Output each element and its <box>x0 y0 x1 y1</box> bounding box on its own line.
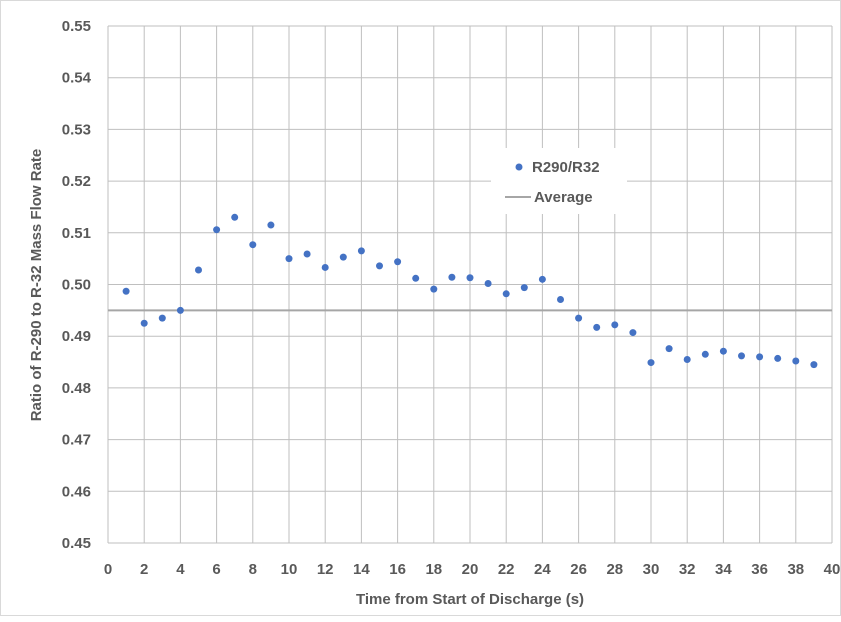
y-tick-label: 0.52 <box>62 173 91 190</box>
data-point <box>575 314 583 322</box>
data-point <box>665 345 673 353</box>
data-point <box>213 226 221 234</box>
y-tick-label: 0.51 <box>62 225 91 242</box>
data-point <box>285 255 293 263</box>
data-point <box>267 221 275 229</box>
data-point <box>756 353 764 361</box>
y-tick-label: 0.54 <box>62 70 92 87</box>
data-point <box>701 350 709 358</box>
y-tick-label: 0.45 <box>62 535 91 552</box>
x-tick-label: 30 <box>643 561 660 578</box>
data-point <box>792 357 800 365</box>
grid <box>107 25 833 544</box>
y-axis-label: Ratio of R-290 to R-32 Mass Flow Rate <box>28 149 45 422</box>
x-tick-label: 8 <box>249 561 257 578</box>
data-point <box>376 262 383 270</box>
legend-marker-r290-r32 <box>515 163 523 171</box>
data-point <box>557 295 564 303</box>
data-point <box>412 274 420 282</box>
x-tick-label: 2 <box>140 561 148 578</box>
x-tick-label: 38 <box>787 561 804 578</box>
data-point <box>538 275 546 283</box>
x-tick-label: 34 <box>715 561 732 578</box>
x-tick-label: 24 <box>534 561 551 578</box>
legend: R290/R32 Average <box>491 148 627 214</box>
x-tick-label: 22 <box>498 561 515 578</box>
x-tick-label: 40 <box>824 561 841 578</box>
data-point <box>611 321 619 329</box>
data-point <box>520 284 528 292</box>
data-point <box>195 266 202 274</box>
data-point <box>502 290 510 298</box>
y-tick-label: 0.53 <box>62 121 91 138</box>
y-tick-label: 0.55 <box>62 18 91 35</box>
legend-label-r290-r32: R290/R32 <box>532 159 600 176</box>
x-tick-label: 32 <box>679 561 696 578</box>
data-point <box>810 361 818 369</box>
x-tick-label: 12 <box>317 561 334 578</box>
y-tick-label: 0.50 <box>62 277 91 294</box>
data-point <box>774 354 782 362</box>
data-point <box>719 347 727 355</box>
data-points <box>122 213 818 369</box>
data-point <box>176 306 184 314</box>
data-point <box>683 355 691 363</box>
x-axis-label: Time from Start of Discharge (s) <box>356 591 584 608</box>
data-point <box>140 319 148 327</box>
x-tick-label: 20 <box>462 561 479 578</box>
data-point <box>231 213 239 221</box>
x-tick-label: 6 <box>212 561 220 578</box>
data-point <box>394 258 402 266</box>
data-point <box>466 274 474 282</box>
x-tick-label: 28 <box>606 561 623 578</box>
x-tick-label: 16 <box>389 561 406 578</box>
y-tick-label: 0.47 <box>62 432 91 449</box>
data-point <box>629 329 637 337</box>
data-point <box>158 314 166 322</box>
x-tick-label: 4 <box>176 561 185 578</box>
y-tick-label: 0.46 <box>62 483 91 500</box>
legend-box <box>491 148 627 214</box>
data-point <box>339 253 347 261</box>
data-point <box>321 263 329 271</box>
y-tick-label: 0.48 <box>62 380 91 397</box>
data-point <box>448 273 456 281</box>
data-point <box>122 287 130 295</box>
x-tick-label: 26 <box>570 561 587 578</box>
data-point <box>647 359 655 367</box>
x-axis-ticks: 0 2 4 6 8 10 12 14 16 18 20 22 24 26 28 30 32 34 36 38 40 <box>104 561 841 578</box>
data-point <box>357 247 365 255</box>
data-point <box>484 279 492 287</box>
x-tick-label: 10 <box>281 561 298 578</box>
legend-label-average: Average <box>534 189 593 206</box>
data-point <box>738 352 745 360</box>
data-point <box>593 323 601 331</box>
x-tick-label: 18 <box>425 561 442 578</box>
data-point <box>430 285 438 293</box>
data-point <box>249 241 257 249</box>
x-tick-label: 0 <box>104 561 112 578</box>
x-tick-label: 14 <box>353 561 370 578</box>
y-axis-ticks: 0.45 0.46 0.47 0.48 0.49 0.50 0.51 0.52 0.53 0.54… <box>62 18 92 552</box>
y-tick-label: 0.49 <box>62 328 91 345</box>
data-point <box>303 250 311 258</box>
x-tick-label: 36 <box>751 561 768 578</box>
